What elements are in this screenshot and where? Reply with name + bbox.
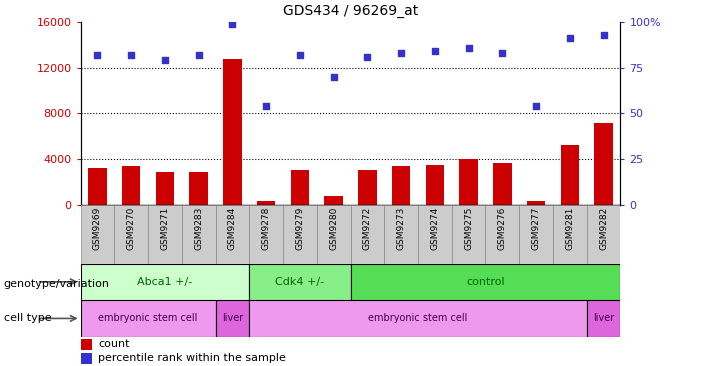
Point (227, 21, 238, 27)
Text: GSM9282: GSM9282 (599, 207, 608, 250)
Text: GSM9270: GSM9270 (127, 207, 136, 250)
Text: cell type: cell type (4, 313, 51, 324)
Bar (257, 201, 275, 205)
Bar (485, 205, 519, 264)
Bar (223, 59, 242, 205)
Bar (156, 172, 175, 205)
Text: control: control (466, 277, 505, 287)
Bar (250, 264, 350, 300)
Text: GSM9275: GSM9275 (464, 207, 473, 250)
Point (294, 52, 306, 58)
Point (159, 57, 170, 63)
Bar (493, 163, 512, 205)
Text: GSM9278: GSM9278 (261, 207, 271, 250)
Point (531, 103, 542, 109)
Text: percentile rank within the sample: percentile rank within the sample (98, 353, 286, 363)
Bar (384, 205, 418, 264)
Bar (148, 205, 182, 264)
Bar (283, 205, 317, 264)
Bar (122, 166, 140, 205)
Text: GSM9280: GSM9280 (329, 207, 338, 250)
Bar (350, 264, 620, 300)
Bar (594, 123, 613, 205)
Bar (81, 339, 93, 350)
Bar (587, 300, 620, 337)
Text: GSM9281: GSM9281 (565, 207, 574, 250)
Title: GDS434 / 96269_at: GDS434 / 96269_at (283, 4, 418, 18)
Point (193, 52, 204, 58)
Text: embryonic stem cell: embryonic stem cell (98, 313, 198, 324)
Point (395, 50, 407, 56)
Point (598, 32, 609, 38)
Text: GSM9272: GSM9272 (363, 207, 372, 250)
Bar (358, 169, 376, 205)
Bar (81, 264, 250, 300)
Bar (426, 165, 444, 205)
Bar (459, 159, 478, 205)
Text: GSM9274: GSM9274 (430, 207, 440, 250)
Bar (88, 168, 107, 205)
Bar (250, 205, 283, 264)
Point (362, 54, 373, 60)
Text: GSM9273: GSM9273 (397, 207, 406, 250)
Text: liver: liver (593, 313, 614, 324)
Text: GSM9276: GSM9276 (498, 207, 507, 250)
Text: genotype/variation: genotype/variation (4, 279, 109, 289)
Point (328, 74, 339, 80)
Bar (216, 205, 250, 264)
Point (429, 48, 440, 54)
Point (564, 36, 576, 41)
Bar (526, 201, 545, 205)
Text: GSM9284: GSM9284 (228, 207, 237, 250)
Text: GSM9277: GSM9277 (531, 207, 540, 250)
Text: GSM9279: GSM9279 (295, 207, 304, 250)
Text: GSM9283: GSM9283 (194, 207, 203, 250)
Bar (519, 205, 553, 264)
Bar (418, 205, 451, 264)
Point (125, 52, 137, 58)
Text: Cdk4 +/-: Cdk4 +/- (275, 277, 325, 287)
Bar (189, 172, 208, 205)
Bar (451, 205, 485, 264)
Bar (291, 169, 309, 205)
Bar (81, 205, 114, 264)
Bar (317, 205, 350, 264)
Bar (81, 300, 216, 337)
Text: GSM9271: GSM9271 (161, 207, 170, 250)
Bar (325, 196, 343, 205)
Text: Abca1 +/-: Abca1 +/- (137, 277, 193, 287)
Bar (561, 146, 579, 205)
Bar (114, 205, 148, 264)
Bar (350, 205, 384, 264)
Text: liver: liver (222, 313, 243, 324)
Bar (250, 300, 587, 337)
Point (92, 52, 103, 58)
Bar (392, 166, 410, 205)
Bar (81, 352, 93, 364)
Bar (553, 205, 587, 264)
Point (497, 50, 508, 56)
Bar (182, 205, 216, 264)
Bar (587, 205, 620, 264)
Text: GSM9269: GSM9269 (93, 207, 102, 250)
Text: embryonic stem cell: embryonic stem cell (368, 313, 468, 324)
Bar (216, 300, 250, 337)
Text: count: count (98, 339, 130, 349)
Point (261, 103, 272, 109)
Point (463, 45, 474, 51)
